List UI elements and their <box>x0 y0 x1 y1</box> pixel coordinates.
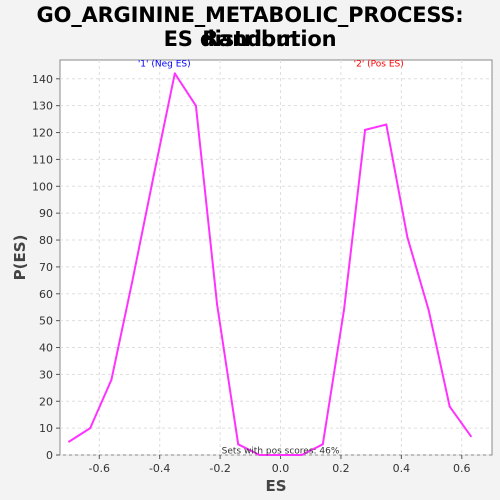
data-point <box>173 72 176 75</box>
data-point <box>385 123 388 126</box>
data-point <box>343 308 345 311</box>
y-tick-label: 70 <box>39 261 53 274</box>
y-tick-label: 80 <box>39 234 53 247</box>
data-point <box>321 443 324 446</box>
series-line <box>68 72 472 456</box>
y-tick-label: 140 <box>32 73 53 86</box>
data-point <box>364 128 367 131</box>
y-tick-label: 20 <box>39 395 53 408</box>
plot-area <box>59 59 493 456</box>
x-tick-label: 0.2 <box>332 462 350 475</box>
y-tick-label: 100 <box>32 180 53 193</box>
y-tick-label: 30 <box>39 368 53 381</box>
data-point <box>68 440 71 443</box>
data-point <box>216 303 219 306</box>
x-tick-label: -0.6 <box>89 462 110 475</box>
data-point <box>194 104 197 107</box>
x-axis-label: ES <box>265 477 286 495</box>
y-tick-label: 90 <box>39 207 53 220</box>
x-tick-label: -0.4 <box>149 462 170 475</box>
data-point <box>152 174 155 177</box>
data-point <box>110 378 113 381</box>
y-tick-label: 120 <box>32 127 53 140</box>
axes: 0 10 20 30 40 50 60 70 80 90 100 110 120 130 140 -0.6 -0… <box>32 73 471 475</box>
x-tick-label: 0.0 <box>272 462 290 475</box>
annotation: '1' (Neg ES) <box>138 60 191 70</box>
data-point <box>427 308 430 311</box>
y-tick-label: 130 <box>32 100 53 113</box>
x-tick-label: 0.6 <box>453 462 471 475</box>
y-axis-label: P(ES) <box>11 235 29 281</box>
y-tick-label: 40 <box>39 342 53 355</box>
data-point <box>406 236 409 239</box>
y-tick-label: 60 <box>39 288 53 301</box>
y-tick-label: 50 <box>39 315 53 328</box>
data-point <box>300 454 303 456</box>
data-point <box>131 279 134 282</box>
grid <box>60 60 492 456</box>
x-tick-label: 0.4 <box>393 462 411 475</box>
y-tick-label: 110 <box>32 153 53 166</box>
chart-title-line-2: ES distribution <box>163 27 337 51</box>
y-tick-label: 0 <box>46 449 53 462</box>
data-point <box>237 443 240 446</box>
annotation: Sets with pos scores: 46% <box>222 447 340 457</box>
y-tick-label: 10 <box>39 422 53 435</box>
annotations: '1' (Neg ES) '2' (Pos ES) Sets with pos sc… <box>138 60 404 457</box>
x-tick-label: -0.2 <box>209 462 230 475</box>
data-point <box>448 405 451 408</box>
data-point <box>258 454 261 456</box>
chart-title-line-1: GO_ARGININE_METABOLIC_PROCESS: Random <box>36 3 464 51</box>
data-point <box>89 427 92 430</box>
data-point <box>469 435 472 438</box>
annotation: '2' (Pos ES) <box>354 60 404 70</box>
series-layer <box>68 72 472 456</box>
data-point <box>279 454 282 456</box>
